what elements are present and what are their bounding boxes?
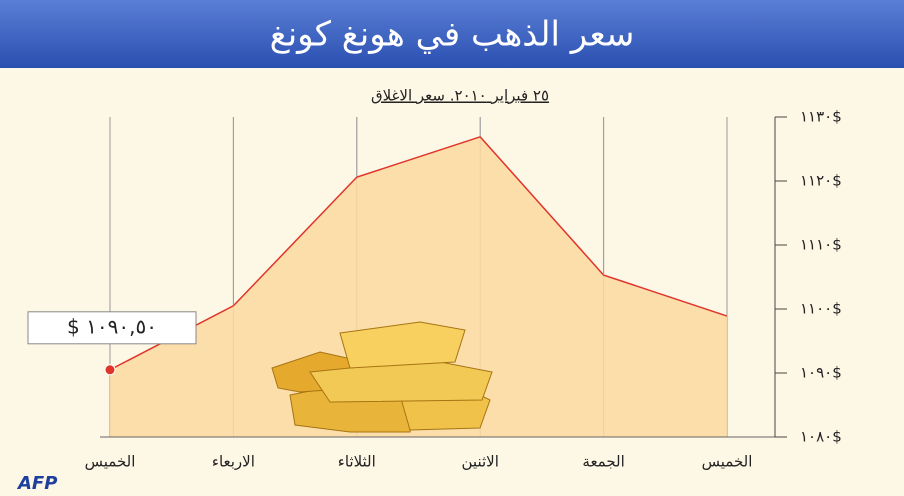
x-tick-label: الاثنين — [462, 453, 499, 471]
y-tick-label: ١٠٨٠$ — [800, 428, 842, 446]
y-tick-label: ١١٢٠$ — [800, 172, 842, 190]
source: AFP — [16, 473, 57, 494]
x-tick-label: الجمعة — [582, 453, 624, 471]
chart-subtitle: ٢٥ فبراير ٢٠١٠. سعر الاغلاق — [371, 87, 549, 105]
x-tick-label: الاربعاء — [212, 453, 255, 471]
x-tick-label: الثلاثاء — [338, 453, 376, 471]
x-tick-label: الخميس — [702, 453, 753, 471]
data-point — [105, 365, 115, 375]
y-tick-label: ١١٠٠$ — [800, 300, 842, 318]
chart-title: سعر الذهب في هونغ كونغ — [270, 15, 635, 55]
chart: سعر الذهب في هونغ كونغ ٢٥ فبراير ٢٠١٠. س… — [0, 0, 904, 496]
y-tick-label: ١١٣٠$ — [800, 108, 842, 126]
x-tick-label: الخميس — [85, 453, 136, 471]
y-tick-label: ١١١٠$ — [800, 236, 842, 254]
y-tick-label: ١٠٩٠$ — [800, 364, 842, 382]
value-label: $ ١٠٩٠,٥٠ — [67, 314, 157, 338]
